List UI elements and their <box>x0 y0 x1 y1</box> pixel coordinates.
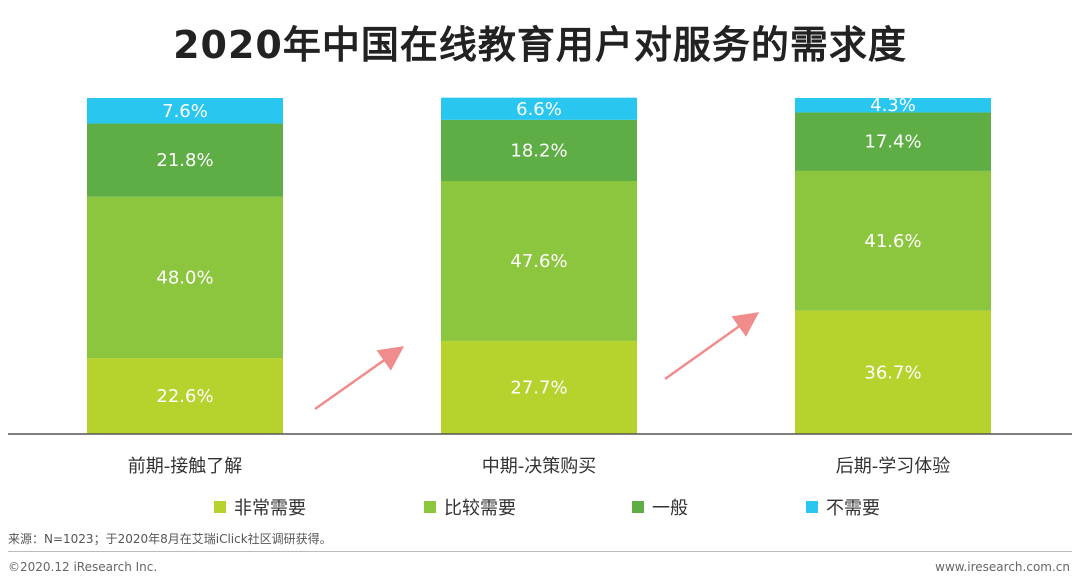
data-label-2-3: 4.3% <box>870 95 916 116</box>
legend-swatch-0 <box>214 501 226 513</box>
legend-swatch-3 <box>806 501 818 513</box>
website: www.iresearch.com.cn <box>935 560 1070 574</box>
legend-item-2: 一般 <box>632 494 688 520</box>
data-label-1-0: 27.7% <box>510 377 567 398</box>
bar-segment-2-0 <box>795 310 991 434</box>
bar-segment-0-3 <box>87 98 283 124</box>
legend-item-1: 比较需要 <box>424 494 516 520</box>
footer-divider <box>8 551 1072 552</box>
category-label-1: 中期-决策购买 <box>482 456 597 477</box>
category-label-0: 前期-接触了解 <box>128 456 243 477</box>
trend-arrow-0 <box>314 346 405 411</box>
category-label-2: 后期-学习体验 <box>836 456 951 477</box>
stacked-bar-chart: 22.6% 48.0% 21.8% 7.6% 前期-接触了解 27.7% 47.6% 18.2… <box>8 95 1072 477</box>
data-label-1-1: 47.6% <box>510 251 567 272</box>
data-label-1-3: 6.6% <box>516 99 562 120</box>
legend-swatch-1 <box>424 501 436 513</box>
bar-segment-1-0 <box>441 340 637 434</box>
legend-swatch-2 <box>632 501 644 513</box>
legend: 非常需要 比较需要 一般 不需要 <box>0 494 1080 522</box>
legend-label-2: 一般 <box>652 498 688 519</box>
data-label-0-2: 21.8% <box>156 150 213 171</box>
data-label-0-3: 7.6% <box>162 101 208 122</box>
legend-label-1: 比较需要 <box>444 498 516 519</box>
legend-label-0: 非常需要 <box>234 498 306 519</box>
bar-segment-1-1 <box>441 180 637 341</box>
chart-title: 2020年中国在线教育用户对服务的需求度 <box>173 23 907 67</box>
trend-arrow-1 <box>664 312 760 381</box>
data-label-2-1: 41.6% <box>864 231 921 252</box>
data-label-2-2: 17.4% <box>864 132 921 153</box>
bar-segment-0-1 <box>87 196 283 359</box>
data-label-0-1: 48.0% <box>156 267 213 288</box>
bar-segment-1-2 <box>441 119 637 181</box>
bar-segment-0-0 <box>87 358 283 434</box>
legend-item-0: 非常需要 <box>214 494 306 520</box>
data-label-0-0: 22.6% <box>156 386 213 407</box>
copyright: ©2020.12 iResearch Inc. <box>8 560 158 574</box>
bar-segment-0-2 <box>87 123 283 197</box>
legend-label-3: 不需要 <box>826 498 880 519</box>
legend-item-3: 不需要 <box>806 494 880 520</box>
data-label-1-2: 18.2% <box>510 140 567 161</box>
bar-segment-1-3 <box>441 97 637 120</box>
bar-segment-2-1 <box>795 170 991 311</box>
data-label-2-0: 36.7% <box>864 362 921 383</box>
bar-segment-2-3 <box>795 98 991 113</box>
source-note: 来源：N=1023；于2020年8月在艾瑞iClick社区调研获得。 <box>8 532 332 546</box>
bar-segment-2-2 <box>795 112 991 171</box>
